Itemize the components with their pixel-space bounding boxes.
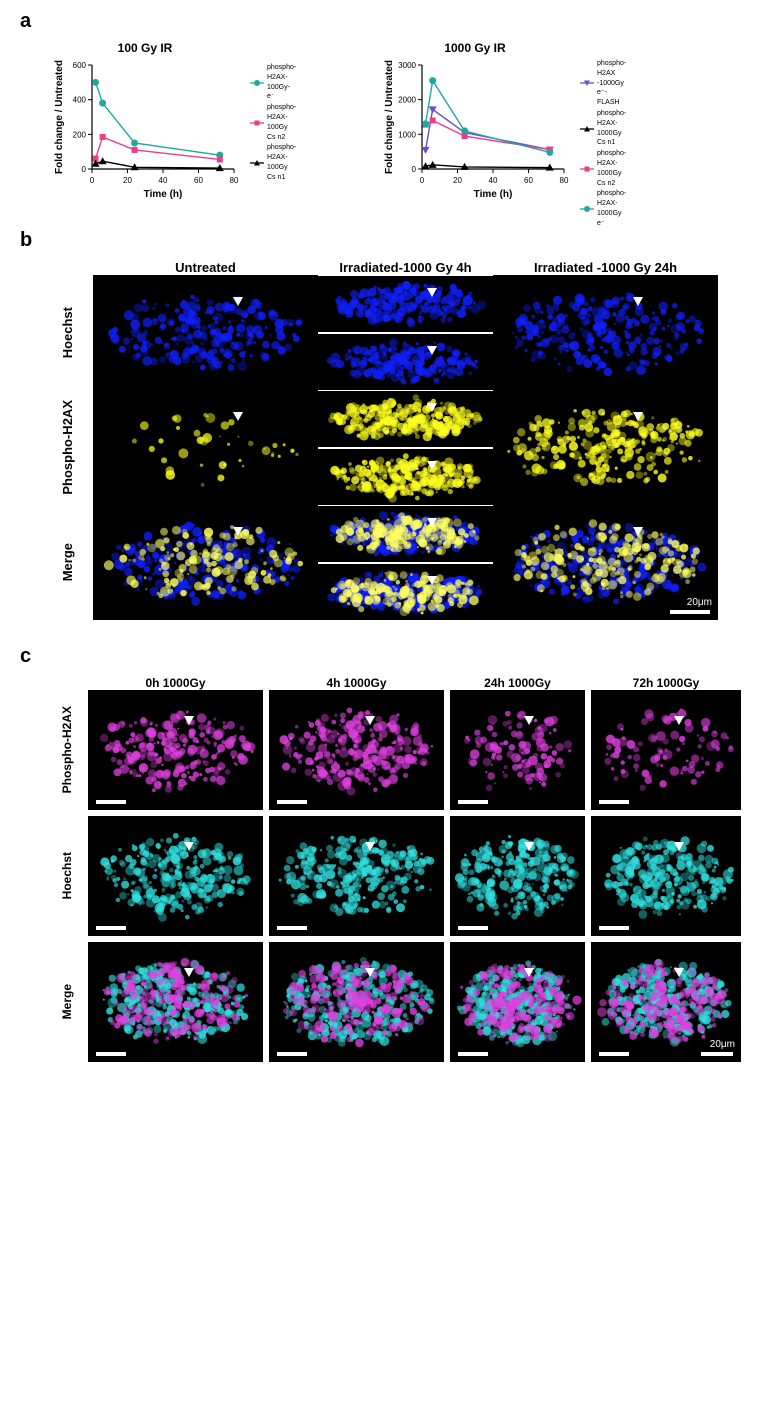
legend-item: phospho-H2AX-1000Gy e⁻ [580, 189, 626, 228]
microscopy-image [450, 816, 585, 936]
microscopy-image [493, 275, 718, 390]
svg-text:600: 600 [73, 61, 87, 70]
panelc-col-header: 72h 1000Gy [591, 676, 741, 690]
microscopy-image [93, 505, 318, 620]
microscopy-image [318, 506, 493, 562]
microscopy-image [493, 390, 718, 505]
svg-text:40: 40 [159, 176, 168, 185]
svg-text:20: 20 [453, 176, 462, 185]
panelb-col-header: Irradiated -1000 Gy 24h [493, 260, 718, 275]
microscopy-image: 20μm [591, 942, 741, 1062]
panel-a-label: a [20, 10, 762, 33]
microscopy-image [318, 564, 493, 620]
legend-item: phospho-H2AX-1000Gy Cs n1 [580, 109, 626, 148]
chart2-legend: phospho-H2AX -1000Gy e⁻-FLASHphospho-H2A… [580, 59, 626, 230]
panelc-col-header: 0h 1000Gy [88, 676, 263, 690]
panel-a-charts: 100 Gy IR 0200400600020406080Fold change… [20, 41, 762, 199]
chart1-title: 100 Gy IR [50, 41, 240, 55]
panel-c: 0h 1000Gy 4h 1000Gy 24h 1000Gy 72h 1000Gy Ph… [20, 676, 762, 1062]
microscopy-image [318, 449, 493, 505]
svg-text:60: 60 [194, 176, 203, 185]
svg-text:Fold change / Untreated: Fold change / Untreated [384, 60, 395, 174]
panelb-row-label: Hoechst [60, 307, 85, 358]
chart-1000gy: 1000 Gy IR 0 1000 2000 3000 0 20 40 60 80 Fold ch… [380, 41, 570, 199]
svg-text:60: 60 [524, 176, 533, 185]
chart2-title: 1000 Gy IR [380, 41, 570, 55]
svg-text:200: 200 [73, 130, 87, 139]
svg-text:0: 0 [90, 176, 95, 185]
microscopy-image [318, 334, 493, 390]
svg-text:40: 40 [489, 176, 498, 185]
legend-item: phospho-H2AX -1000Gy e⁻-FLASH [580, 59, 626, 108]
legend-item: phospho-H2AX-100Gy-e⁻ [250, 63, 296, 102]
svg-text:Time (h): Time (h) [474, 189, 513, 199]
svg-text:400: 400 [73, 96, 87, 105]
panel-c-label: c [20, 645, 762, 668]
microscopy-image [318, 276, 493, 332]
svg-text:3000: 3000 [398, 61, 416, 70]
microscopy-image [269, 690, 444, 810]
panel-b: UntreatedIrradiated-1000 Gy 4hIrradiated… [20, 260, 762, 620]
microscopy-image [269, 816, 444, 936]
microscopy-image [450, 942, 585, 1062]
svg-text:1000: 1000 [398, 130, 416, 139]
scalebar-label: 20μm [710, 1039, 735, 1050]
chart-100gy: 100 Gy IR 0 200 400 600 0 20 40 60 80 Fold change… [50, 41, 240, 199]
svg-text:20: 20 [123, 176, 132, 185]
microscopy-image [93, 275, 318, 390]
scalebar-label: 20μm [687, 597, 712, 608]
svg-text:80: 80 [230, 176, 239, 185]
panelc-col-header: 24h 1000Gy [450, 676, 585, 690]
microscopy-image: 20μm [493, 505, 718, 620]
panelc-col-header: 4h 1000Gy [269, 676, 444, 690]
panelb-col-header: Untreated [93, 260, 318, 275]
svg-text:Fold change / Untreated: Fold change / Untreated [54, 60, 65, 174]
chart1-legend: phospho-H2AX-100Gy-e⁻phospho-H2AX-100Gy … [250, 63, 296, 184]
microscopy-image [591, 690, 741, 810]
microscopy-image [318, 391, 493, 447]
svg-text:80: 80 [560, 176, 569, 185]
microscopy-image [269, 942, 444, 1062]
panelc-row-label: Merge [60, 984, 82, 1019]
svg-text:2000: 2000 [398, 96, 416, 105]
svg-text:0: 0 [82, 165, 87, 174]
panelb-col-header: Irradiated-1000 Gy 4h [318, 260, 493, 275]
legend-item: phospho-H2AX-1000Gy Cs n2 [580, 149, 626, 188]
chart2-svg: 0 1000 2000 3000 0 20 40 60 80 Fold change / Untr… [380, 59, 570, 199]
panel-b-label: b [20, 229, 762, 252]
microscopy-image [93, 390, 318, 505]
microscopy-image [450, 690, 585, 810]
panelc-row-label: Phospho-H2AX [60, 706, 82, 793]
legend-item: phospho-H2AX-100Gy Cs n2 [250, 103, 296, 142]
svg-text:Time (h): Time (h) [144, 189, 183, 199]
legend-item: phospho-H2AX-100Gy Cs n1 [250, 143, 296, 182]
svg-text:0: 0 [412, 165, 417, 174]
microscopy-image [88, 816, 263, 936]
panelb-row-label: Merge [60, 543, 85, 581]
microscopy-image [88, 690, 263, 810]
chart1-svg: 0 200 400 600 0 20 40 60 80 Fold change / Untreat… [50, 59, 240, 199]
panelb-row-label: Phospho-H2AX [60, 400, 85, 495]
svg-text:0: 0 [420, 176, 425, 185]
microscopy-image [591, 816, 741, 936]
panelc-row-label: Hoechst [60, 852, 82, 899]
microscopy-image [88, 942, 263, 1062]
